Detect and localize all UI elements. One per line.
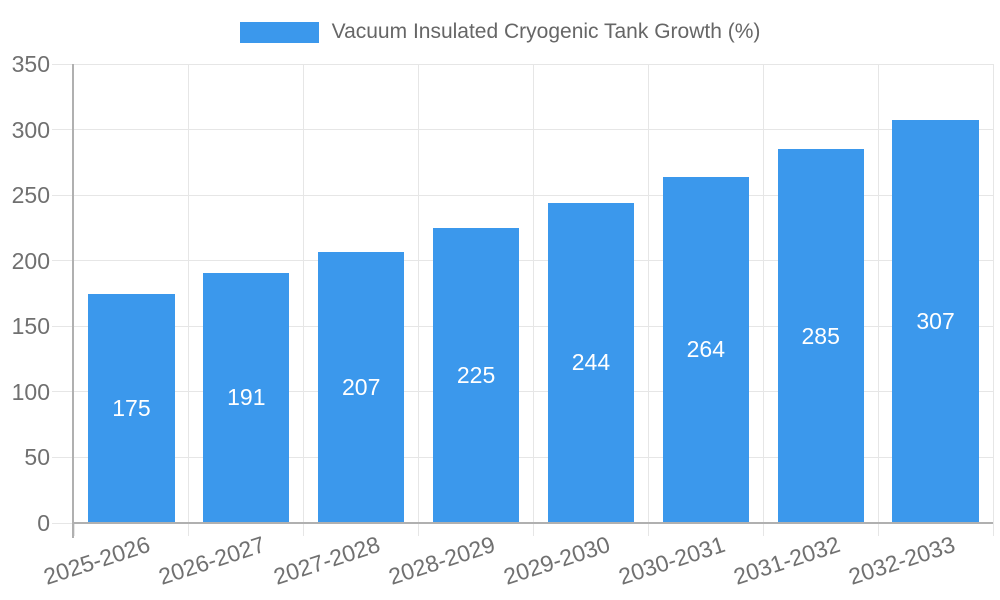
x-tick-mark	[762, 523, 764, 536]
bar-value-label: 191	[227, 384, 266, 411]
y-tick-mark	[52, 391, 74, 393]
y-axis-tick-label: 150	[11, 313, 50, 340]
x-tick-mark	[533, 523, 534, 536]
x-gridline	[877, 64, 879, 523]
x-tick-mark	[188, 523, 190, 536]
x-axis-line	[74, 522, 993, 524]
y-tick-mark	[52, 325, 74, 327]
bar-value-label: 285	[801, 322, 840, 349]
y-tick-mark	[52, 260, 74, 262]
x-axis-tick-label: 2030-2031	[615, 531, 728, 590]
y-axis-line	[72, 64, 74, 538]
bar-value-label: 207	[342, 373, 381, 400]
x-axis-tick-label: 2031-2032	[730, 531, 843, 590]
y-tick-mark	[52, 63, 74, 65]
bar-2027-2028[interactable]: 207	[318, 251, 405, 523]
x-tick-mark	[303, 523, 305, 536]
bar-2029-2030[interactable]: 244	[547, 203, 635, 523]
x-tick-mark	[418, 523, 420, 536]
y-tick-mark	[52, 456, 74, 458]
y-axis-tick-label: 100	[11, 378, 50, 405]
bar-value-label: 175	[112, 394, 151, 421]
x-axis-tick-label: 2025-2026	[40, 531, 154, 590]
y-axis-tick-label: 200	[11, 247, 50, 274]
legend: Vacuum Insulated Cryogenic Tank Growth (…	[0, 21, 1000, 43]
y-tick-mark	[52, 194, 74, 196]
y-axis-tick-label: 50	[24, 444, 50, 471]
x-tick-mark	[992, 523, 994, 536]
bar-value-label: 244	[571, 349, 611, 376]
x-axis-tick-label: 2029-2030	[500, 531, 613, 590]
x-axis-tick-label: 2026-2027	[155, 531, 269, 590]
x-tick-mark	[647, 523, 649, 536]
y-tick-mark	[52, 522, 74, 524]
x-gridline	[762, 64, 764, 523]
bar-2026-2027[interactable]: 191	[203, 272, 290, 523]
bar-value-label: 307	[916, 308, 955, 335]
x-gridline	[992, 64, 994, 523]
bar-2032-2033[interactable]: 307	[892, 120, 979, 523]
x-axis-tick-label: 2028-2029	[385, 531, 499, 590]
x-gridline	[533, 64, 534, 523]
x-tick-mark	[877, 523, 879, 536]
x-gridline	[647, 64, 649, 523]
x-axis-tick-label: 2027-2028	[270, 531, 384, 590]
bar-2025-2026[interactable]: 175	[88, 293, 175, 523]
x-axis-tick-label: 2032-2033	[844, 531, 958, 590]
bar-2028-2029[interactable]: 225	[432, 227, 520, 523]
x-gridline	[303, 64, 305, 523]
bar-2030-2031[interactable]: 264	[662, 176, 749, 523]
x-gridline	[418, 64, 420, 523]
y-tick-mark	[52, 129, 74, 131]
bar-value-label: 264	[686, 336, 725, 363]
y-axis-tick-label: 300	[11, 116, 50, 143]
bar-value-label: 225	[456, 361, 496, 388]
legend-label[interactable]: Vacuum Insulated Cryogenic Tank Growth (…	[331, 20, 761, 43]
y-axis-tick-label: 250	[11, 182, 50, 209]
x-tick-mark	[73, 523, 75, 536]
bar-2031-2032[interactable]: 285	[777, 149, 864, 523]
y-axis-tick-label: 0	[37, 510, 50, 536]
x-gridline	[188, 64, 190, 523]
y-axis-tick-label: 350	[11, 51, 50, 77]
legend-swatch[interactable]	[239, 21, 319, 43]
